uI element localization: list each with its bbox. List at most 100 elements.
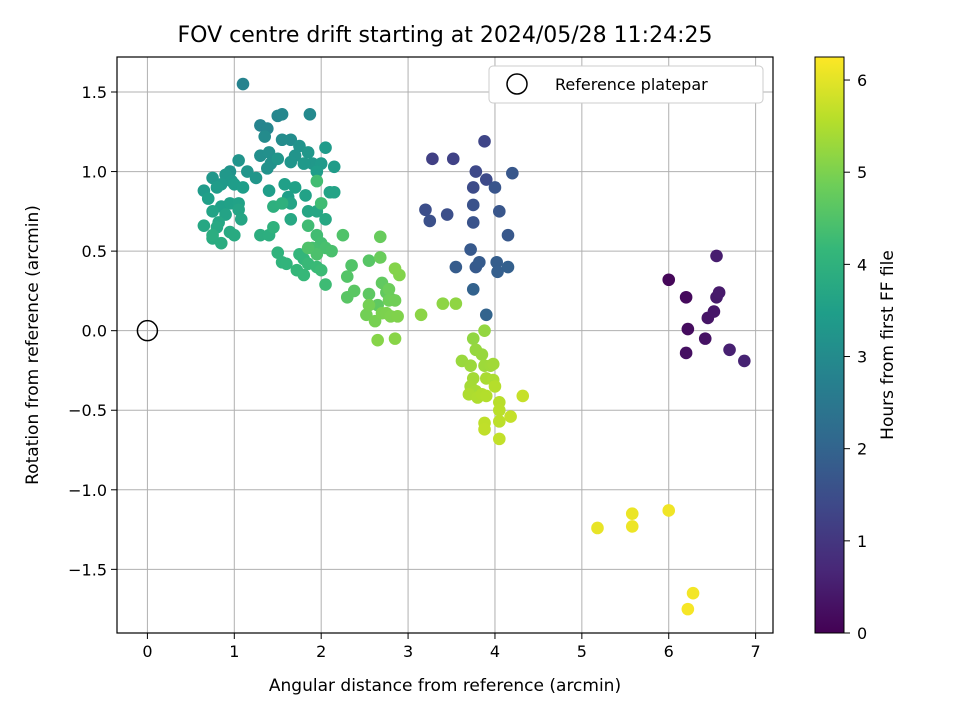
data-point	[236, 77, 250, 91]
legend-marker	[506, 73, 528, 95]
data-point	[275, 133, 289, 147]
legend-box	[488, 65, 764, 104]
data-point	[388, 294, 402, 307]
data-point	[284, 133, 298, 147]
data-point	[241, 165, 254, 178]
data-point	[371, 333, 384, 347]
data-point	[299, 189, 312, 202]
data-point	[325, 244, 338, 258]
data-point	[679, 290, 693, 304]
data-point	[490, 255, 503, 269]
data-point	[388, 332, 402, 345]
x-axis-label: Angular distance from reference (arcmin)	[269, 676, 621, 696]
data-point	[301, 146, 315, 159]
colorbar-label: Hours from first FF file	[878, 250, 898, 440]
data-point	[262, 184, 276, 197]
data-point	[679, 346, 693, 360]
data-point	[345, 259, 358, 272]
data-point	[310, 248, 324, 261]
data-point	[206, 205, 219, 218]
data-point	[493, 432, 506, 446]
data-point	[319, 212, 332, 226]
data-point	[301, 205, 315, 218]
data-point	[486, 357, 500, 371]
data-point	[738, 354, 751, 368]
data-point	[362, 254, 376, 267]
data-point	[362, 298, 376, 312]
data-point	[293, 139, 306, 153]
x-tick-label: 3	[403, 642, 413, 661]
colorbar-tick-label: 1	[857, 532, 867, 551]
data-point	[310, 174, 324, 188]
legend: Reference platepar	[488, 65, 764, 104]
data-point	[501, 260, 515, 274]
colorbar-tick-label: 6	[857, 71, 867, 90]
data-point	[478, 324, 491, 337]
data-point	[478, 423, 491, 436]
data-point	[625, 520, 639, 533]
data-point	[347, 284, 361, 298]
data-point	[449, 297, 463, 310]
data-point	[288, 181, 302, 194]
y-axis-label: Rotation from reference (arcmin)	[23, 205, 43, 485]
data-point	[473, 255, 486, 269]
colorbar-tick-label: 4	[857, 255, 867, 274]
data-point	[210, 181, 224, 194]
data-point	[681, 602, 695, 616]
data-point	[475, 348, 489, 361]
data-point	[280, 257, 293, 271]
data-point	[336, 228, 350, 242]
data-point	[206, 228, 219, 242]
data-point	[388, 262, 402, 275]
data-point	[493, 415, 506, 428]
data-point	[261, 162, 274, 175]
data-point	[284, 155, 298, 169]
data-point	[360, 308, 373, 322]
data-point	[426, 152, 439, 166]
data-point	[327, 185, 341, 199]
data-point	[591, 521, 604, 535]
data-point	[271, 246, 285, 260]
data-point	[479, 308, 493, 322]
data-point	[707, 305, 721, 318]
data-point	[232, 154, 245, 167]
x-tick-label: 6	[664, 642, 674, 661]
x-tick-label: 1	[229, 642, 239, 661]
data-point	[464, 359, 477, 372]
x-tick-label: 7	[751, 642, 761, 661]
data-point	[301, 241, 315, 255]
data-point	[297, 268, 311, 282]
x-tick-label: 5	[577, 642, 587, 661]
colorbar-tick-label: 2	[857, 440, 867, 459]
data-point	[310, 165, 324, 178]
y-tick-label: −0.5	[68, 401, 107, 420]
colorbar	[814, 56, 845, 634]
data-point	[466, 216, 480, 229]
x-axis-ticks: 0 1 2 3 4 5 6 7	[142, 633, 761, 661]
data-point	[382, 283, 396, 296]
data-point	[319, 141, 332, 154]
data-point	[662, 504, 676, 517]
data-point	[698, 332, 712, 345]
data-point	[662, 273, 676, 287]
data-point	[197, 219, 211, 232]
y-tick-label: 0.5	[82, 242, 107, 261]
y-tick-label: 1.0	[82, 163, 107, 182]
data-point	[206, 171, 219, 185]
data-point	[227, 228, 241, 242]
data-point	[327, 160, 341, 174]
reference-point	[136, 319, 159, 342]
x-tick-label: 4	[490, 642, 500, 661]
data-point	[314, 197, 328, 210]
plot-frame	[116, 56, 774, 634]
data-point	[271, 152, 285, 166]
data-points	[197, 77, 751, 616]
data-point	[479, 389, 493, 403]
data-point	[319, 278, 332, 291]
data-point	[504, 410, 517, 423]
data-point	[373, 230, 387, 244]
data-point	[440, 208, 454, 221]
grid-lines	[117, 57, 773, 633]
data-point	[278, 177, 291, 191]
data-point	[625, 507, 639, 520]
